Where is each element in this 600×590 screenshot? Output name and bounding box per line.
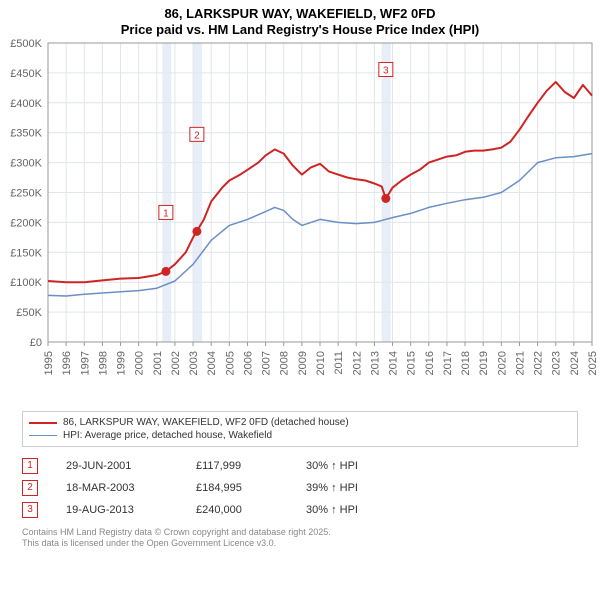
chart-svg: £0 £50K £100K £150K £200K £250K £300K £350K £400… <box>0 37 600 407</box>
legend-label: 86, LARKSPUR WAY, WAKEFIELD, WF2 0FD (de… <box>63 417 349 428</box>
sale-index-box: 1 <box>22 458 38 474</box>
title-address: 86, LARKSPUR WAY, WAKEFIELD, WF2 0FD <box>0 6 600 22</box>
footer-line1: Contains HM Land Registry data © Crown c… <box>22 527 578 538</box>
svg-text:2007: 2007 <box>261 351 273 375</box>
svg-text:2002: 2002 <box>170 351 182 375</box>
svg-text:2019: 2019 <box>478 351 490 375</box>
sale-price: £184,995 <box>196 482 306 494</box>
legend-swatch <box>29 435 57 436</box>
svg-text:1995: 1995 <box>43 351 55 375</box>
legend-label: HPI: Average price, detached house, Wake… <box>63 430 272 441</box>
svg-text:£350K: £350K <box>10 128 42 140</box>
svg-text:£300K: £300K <box>10 158 42 170</box>
svg-text:1997: 1997 <box>79 351 91 375</box>
svg-text:1999: 1999 <box>116 351 128 375</box>
svg-text:2004: 2004 <box>206 351 218 375</box>
svg-text:2: 2 <box>194 131 200 142</box>
sale-index-box: 2 <box>22 480 38 496</box>
svg-text:£50K: £50K <box>16 307 42 319</box>
svg-text:2023: 2023 <box>551 351 563 375</box>
sale-row: 3 19-AUG-2013£240,00030% ↑ HPI <box>22 499 578 521</box>
svg-text:2020: 2020 <box>496 351 508 375</box>
svg-text:2022: 2022 <box>533 351 545 375</box>
price-chart: £0 £50K £100K £150K £200K £250K £300K £350K £400… <box>0 37 600 407</box>
sale-date: 29-JUN-2001 <box>66 460 196 472</box>
svg-text:2011: 2011 <box>333 351 345 375</box>
svg-text:2014: 2014 <box>388 351 400 375</box>
svg-text:£400K: £400K <box>10 98 42 110</box>
svg-text:1998: 1998 <box>97 351 109 375</box>
attribution-footer: Contains HM Land Registry data © Crown c… <box>22 527 578 550</box>
svg-text:£250K: £250K <box>10 188 42 200</box>
svg-text:2021: 2021 <box>514 351 526 375</box>
svg-text:£450K: £450K <box>10 68 42 80</box>
svg-text:2025: 2025 <box>587 351 599 375</box>
sale-row: 2 18-MAR-2003£184,99539% ↑ HPI <box>22 477 578 499</box>
sale-hpi-delta: 30% ↑ HPI <box>306 460 396 472</box>
sale-price: £240,000 <box>196 504 306 516</box>
svg-text:2015: 2015 <box>406 351 418 375</box>
svg-text:1: 1 <box>163 209 169 220</box>
svg-text:2008: 2008 <box>279 351 291 375</box>
footer-line2: This data is licensed under the Open Gov… <box>22 538 578 549</box>
svg-text:2000: 2000 <box>134 351 146 375</box>
svg-text:2012: 2012 <box>351 351 363 375</box>
svg-text:2009: 2009 <box>297 351 309 375</box>
chart-legend: 86, LARKSPUR WAY, WAKEFIELD, WF2 0FD (de… <box>22 411 578 447</box>
sales-table: 129-JUN-2001£117,99930% ↑ HPI218-MAR-200… <box>22 455 578 521</box>
sale-price: £117,999 <box>196 460 306 472</box>
svg-text:2024: 2024 <box>569 351 581 375</box>
svg-text:2010: 2010 <box>315 351 327 375</box>
sale-index-box: 3 <box>22 502 38 518</box>
chart-title-block: 86, LARKSPUR WAY, WAKEFIELD, WF2 0FD Pri… <box>0 0 600 37</box>
sale-hpi-delta: 30% ↑ HPI <box>306 504 396 516</box>
svg-text:3: 3 <box>383 66 389 77</box>
svg-text:2017: 2017 <box>442 351 454 375</box>
svg-text:2018: 2018 <box>460 351 472 375</box>
svg-text:2003: 2003 <box>188 351 200 375</box>
sale-row: 1 29-JUN-2001£117,99930% ↑ HPI <box>22 455 578 477</box>
legend-swatch <box>29 422 57 424</box>
title-subtitle: Price paid vs. HM Land Registry's House … <box>0 22 600 38</box>
svg-text:£200K: £200K <box>10 218 42 230</box>
svg-text:2005: 2005 <box>224 351 236 375</box>
svg-text:2016: 2016 <box>424 351 436 375</box>
legend-entry: HPI: Average price, detached house, Wake… <box>29 429 571 442</box>
svg-text:2013: 2013 <box>369 351 381 375</box>
sale-hpi-delta: 39% ↑ HPI <box>306 482 396 494</box>
sale-date: 19-AUG-2013 <box>66 504 196 516</box>
sale-date: 18-MAR-2003 <box>66 482 196 494</box>
svg-text:2001: 2001 <box>152 351 164 375</box>
svg-text:1996: 1996 <box>61 351 73 375</box>
svg-text:£100K: £100K <box>10 277 42 289</box>
svg-text:2006: 2006 <box>242 351 254 375</box>
svg-text:£500K: £500K <box>10 38 42 50</box>
svg-text:£150K: £150K <box>10 247 42 259</box>
legend-entry: 86, LARKSPUR WAY, WAKEFIELD, WF2 0FD (de… <box>29 416 571 429</box>
svg-text:£0: £0 <box>30 337 42 349</box>
